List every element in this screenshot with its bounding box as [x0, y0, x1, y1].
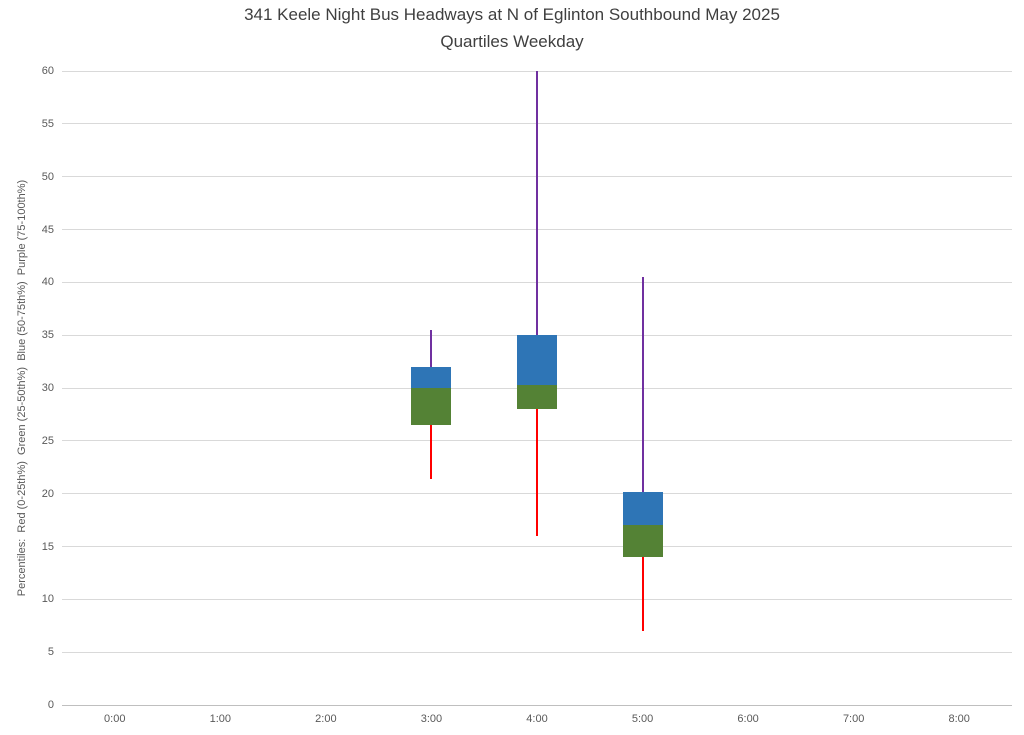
y-tick-label: 40 — [41, 276, 54, 289]
box-green-25-50th — [411, 388, 452, 425]
y-tick-label: 10 — [41, 593, 54, 606]
x-tick-label: 4:00 — [526, 713, 548, 725]
whisker-purple-75-100th — [430, 329, 433, 367]
gridline — [62, 546, 1012, 547]
whisker-purple-75-100th — [536, 71, 538, 336]
box-blue-50-75th — [622, 491, 663, 526]
gridline — [62, 651, 1012, 653]
y-tick-label: 20 — [41, 487, 54, 500]
x-tick-label: 6:00 — [737, 713, 759, 725]
x-tick-label: 7:00 — [842, 713, 865, 725]
box-green-25-50th — [517, 384, 557, 410]
x-tick-label: 8:00 — [948, 713, 970, 725]
y-tick-label: 0 — [47, 699, 54, 711]
box-blue-50-75th — [517, 335, 557, 385]
y-tick-label: 35 — [41, 329, 54, 342]
x-tick-label: 2:00 — [315, 713, 337, 725]
y-tick-label: 5 — [47, 646, 54, 659]
gridline — [62, 598, 1012, 600]
y-tick-label: 50 — [41, 170, 54, 183]
y-tick-label: 60 — [41, 65, 54, 77]
chart-title: 341 Keele Night Bus Headways at N of Egl… — [244, 5, 780, 24]
chart-subtitle: Quartiles Weekday — [440, 32, 584, 51]
x-tick-label: 1:00 — [209, 713, 232, 725]
whisker-purple-75-100th — [641, 277, 644, 492]
y-tick-label: 25 — [41, 434, 54, 447]
whisker-red-0-25th — [430, 424, 433, 479]
whisker-red-0-25th — [641, 557, 644, 632]
whisker-red-0-25th — [536, 409, 538, 536]
y-tick-label: 45 — [41, 223, 54, 236]
x-tick-label: 5:00 — [631, 713, 654, 725]
box-blue-50-75th — [411, 366, 452, 388]
box-green-25-50th — [622, 525, 663, 558]
x-tick-label: 3:00 — [420, 713, 443, 725]
y-tick-label: 55 — [41, 117, 54, 130]
y-tick-label: 15 — [41, 540, 54, 553]
y-tick-label: 30 — [41, 382, 54, 394]
x-axis-line — [62, 704, 1012, 706]
x-tick-label: 0:00 — [104, 713, 126, 725]
